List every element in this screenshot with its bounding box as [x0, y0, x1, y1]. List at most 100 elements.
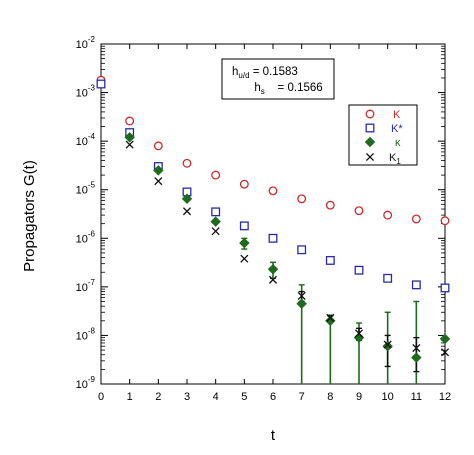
y-tick-mantissa: 10	[76, 379, 88, 391]
point-kappa	[267, 264, 279, 275]
legend-label-k1: K1	[389, 152, 401, 166]
legend-marker-kappa	[364, 136, 376, 148]
x-tick-label: 1	[127, 391, 133, 403]
y-tick-mantissa: 10	[76, 136, 88, 148]
parameter-box: hu/d = 0.1583 hs = 0.1566	[221, 58, 339, 100]
legend-label-k1-sub: 1	[396, 157, 401, 166]
y-tick-label: 10-2	[76, 35, 96, 51]
point-k1	[211, 227, 220, 236]
point-kappa	[124, 132, 135, 143]
y-tick-mantissa: 10	[76, 233, 88, 245]
point-k1	[383, 340, 392, 349]
point-k	[297, 194, 307, 204]
y-tick-label: 10-4	[76, 132, 96, 148]
point-kstar	[325, 255, 335, 265]
point-kappa	[325, 315, 336, 327]
point-kstar	[440, 283, 450, 293]
point-k1	[182, 207, 192, 216]
legend-markers	[364, 109, 376, 162]
x-tick-label: 12	[439, 391, 451, 403]
x-tick-label: 10	[382, 391, 394, 403]
legend-label-k: K	[393, 109, 401, 121]
point-k	[325, 200, 335, 210]
y-tick-exponent: -9	[88, 375, 96, 384]
parameter-line-ud: hu/d = 0.1583	[232, 66, 298, 80]
x-tick-label: 9	[356, 391, 362, 403]
y-tick-label: 10-8	[76, 326, 96, 342]
legend-marker-kstar	[365, 123, 375, 133]
y-tick-mantissa: 10	[76, 330, 88, 342]
param-subscript: s	[261, 87, 265, 96]
point-k1	[154, 177, 163, 186]
param-value: = 0.1583	[250, 66, 298, 78]
x-tick-label: 3	[184, 391, 190, 403]
point-k	[383, 210, 393, 220]
y-tick-exponent: -2	[88, 35, 96, 44]
y-tick-label: 10-3	[76, 84, 96, 100]
point-k	[125, 116, 135, 126]
y-tick-mantissa: 10	[76, 185, 88, 197]
y-tick-exponent: -4	[88, 132, 96, 141]
point-kappa	[239, 237, 250, 249]
point-kappa	[382, 340, 393, 352]
legend-marker-k1	[365, 152, 375, 162]
point-k1	[268, 275, 278, 284]
data-markers	[96, 75, 451, 363]
point-kappa	[439, 333, 451, 345]
y-tick-mantissa: 10	[76, 39, 88, 51]
y-tick-exponent: -6	[88, 229, 96, 238]
x-tick-label: 4	[213, 391, 219, 403]
point-kappa	[153, 165, 164, 176]
point-k1	[354, 329, 364, 338]
legend-label-kstar: K*	[391, 123, 403, 135]
param-value: = 0.1566	[265, 82, 323, 94]
point-k	[440, 216, 450, 226]
legend-marker-k	[365, 109, 375, 119]
x-tick-label: 0	[98, 391, 104, 403]
x-tick-label: 2	[155, 391, 161, 403]
legend-frame	[348, 104, 418, 166]
point-kappa	[181, 193, 193, 205]
legend-label-kappa: κ	[395, 137, 401, 149]
y-tick-label: 10-5	[76, 181, 96, 197]
point-k1	[125, 140, 134, 149]
x-tick-label: 5	[241, 391, 247, 403]
point-k	[239, 179, 249, 189]
point-k1	[240, 254, 249, 263]
x-tick-label: 7	[299, 391, 305, 403]
y-tick-label: 10-9	[76, 375, 96, 391]
y-tick-mantissa: 10	[76, 282, 88, 294]
point-kstar	[211, 207, 221, 217]
x-axis-title: t	[271, 427, 276, 444]
param-symbol: h	[254, 82, 260, 94]
x-tick-label: 8	[327, 391, 333, 403]
parameter-box-frame	[221, 58, 335, 100]
parameter-line-s: hs = 0.1566	[232, 82, 339, 96]
y-axis-title: Propagators G(t)	[21, 160, 38, 272]
point-k1	[297, 291, 306, 301]
point-kstar	[354, 265, 364, 275]
y-tick-label: 10-6	[76, 229, 96, 245]
legend-label-k1-main: K	[389, 152, 397, 164]
point-kstar	[96, 79, 106, 89]
point-k	[211, 170, 221, 180]
param-symbol: h	[232, 66, 238, 78]
point-k1	[326, 313, 335, 322]
x-tick-label: 11	[411, 391, 422, 403]
point-k	[411, 214, 421, 224]
point-kstar	[411, 280, 421, 290]
x-tick-label: 6	[270, 391, 276, 403]
point-k	[354, 206, 364, 216]
point-kstar	[297, 245, 307, 255]
point-k	[268, 186, 278, 196]
point-kstar	[383, 273, 393, 283]
y-tick-exponent: -3	[88, 84, 96, 93]
param-subscript: u/d	[238, 71, 249, 80]
legend: K K* κ K1	[348, 104, 418, 166]
point-k	[153, 141, 163, 151]
y-tick-label: 10-7	[76, 278, 96, 294]
y-tick-mantissa: 10	[76, 88, 88, 100]
point-k	[182, 158, 192, 168]
point-kappa	[210, 216, 221, 227]
